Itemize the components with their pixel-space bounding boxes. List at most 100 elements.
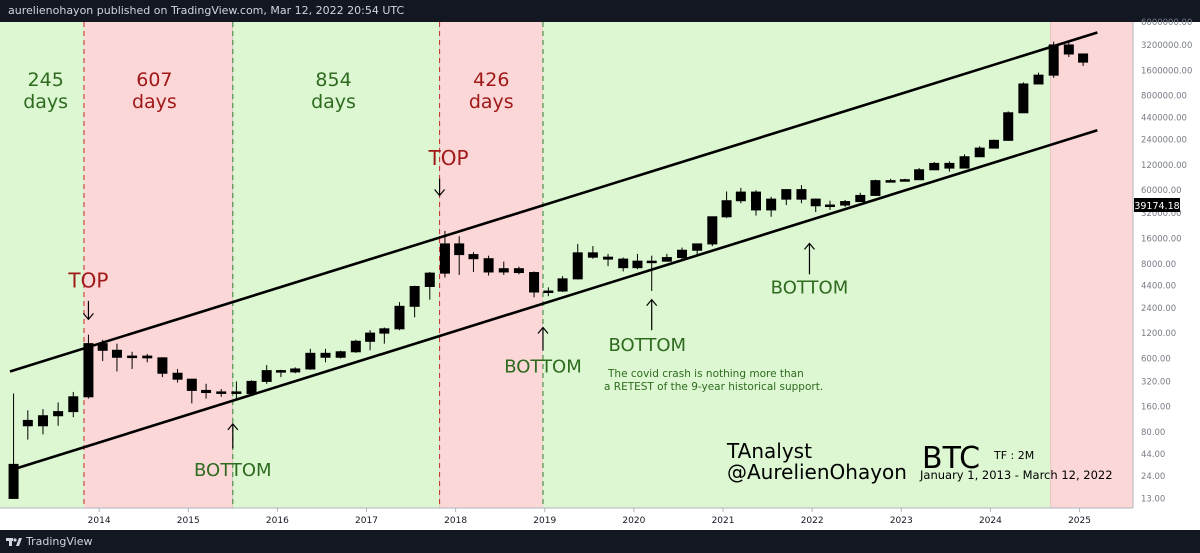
candle — [37, 409, 48, 435]
candle-body — [632, 260, 643, 269]
candle — [1018, 82, 1029, 114]
candle — [513, 266, 524, 275]
candle — [320, 348, 331, 363]
candle — [335, 350, 346, 359]
time-tick-label: 2014 — [88, 516, 111, 526]
candle — [557, 276, 568, 292]
footer-bar: TradingView — [0, 530, 1200, 553]
annotation-bottom: BOTTOM — [504, 356, 582, 377]
time-tick-label: 2016 — [266, 516, 289, 526]
candle — [409, 285, 420, 318]
candle-body — [172, 372, 183, 380]
candle-body — [275, 370, 286, 373]
arrow-head — [646, 298, 658, 307]
candle-body — [735, 191, 746, 202]
candle-body — [37, 415, 48, 427]
cycle-dividers — [83, 22, 544, 508]
candle-body — [439, 243, 450, 274]
price-tick-label: 240000.00 — [1141, 136, 1187, 146]
candle-body — [914, 169, 925, 181]
candle-body — [618, 258, 629, 269]
arrow-up — [646, 298, 658, 331]
candle-body — [246, 380, 257, 394]
time-tick-label: 2024 — [979, 516, 1002, 526]
cycle-days-number: 426 — [473, 69, 509, 91]
candle-body — [855, 194, 866, 203]
candle — [246, 380, 257, 396]
candle — [1033, 72, 1044, 85]
candle — [8, 393, 19, 499]
candle — [97, 339, 108, 361]
candle-body — [929, 162, 940, 171]
candle-body — [974, 147, 985, 158]
candle-body — [97, 343, 108, 351]
time-tick-label: 2018 — [444, 516, 467, 526]
candle — [677, 247, 688, 260]
candles — [8, 41, 1089, 499]
price-axis-area[interactable] — [1133, 22, 1200, 508]
time-tick-label: 2017 — [355, 516, 378, 526]
candle — [618, 257, 629, 272]
candle-body — [750, 191, 761, 211]
tradingview-logo[interactable]: TradingView — [6, 535, 92, 548]
price-axis: 6000000.00 3200000.00 1600000.00 800000.00 4… — [1141, 18, 1192, 504]
candle — [379, 327, 390, 344]
candle-body — [646, 260, 657, 264]
candle-body — [572, 252, 583, 280]
candle — [543, 287, 554, 297]
candle — [944, 161, 955, 172]
candle-body — [186, 378, 197, 391]
date-range-label: January 1, 2013 - March 12, 2022 — [919, 468, 1113, 482]
candle — [83, 334, 94, 399]
price-tick-label: 600.00 — [1141, 354, 1171, 364]
candle — [959, 154, 970, 169]
cycle-days-number: 854 — [315, 69, 351, 91]
time-axis-area[interactable] — [0, 508, 1200, 530]
channel-line-lower — [9, 128, 1098, 472]
candle-body — [498, 268, 509, 273]
price-tick-label: 800000.00 — [1141, 92, 1187, 102]
arrow-down — [434, 178, 446, 197]
price-tick-label: 1200.00 — [1141, 329, 1176, 339]
candle — [1003, 111, 1014, 141]
channel-line-upper — [9, 31, 1098, 373]
candle — [424, 271, 435, 300]
candle-body — [796, 189, 807, 200]
annotation-bottom: BOTTOM — [608, 335, 686, 356]
candle-body — [394, 305, 405, 330]
candle-body — [157, 357, 168, 374]
candle-body — [870, 180, 881, 196]
candle-body — [1003, 112, 1014, 141]
candle — [142, 353, 153, 363]
price-tick-label: 2400.00 — [1141, 304, 1176, 314]
candle-body — [587, 252, 598, 258]
candle — [781, 189, 792, 206]
candle-body — [810, 198, 821, 207]
annotation-top: TOP — [67, 268, 108, 292]
candle-body — [350, 340, 361, 353]
candle — [127, 351, 138, 369]
candle — [201, 383, 212, 399]
candle-body — [335, 351, 346, 358]
candle — [290, 367, 301, 374]
price-tick-label: 16000.00 — [1141, 235, 1182, 245]
candle — [824, 200, 835, 210]
price-tick-label: 3200000.00 — [1141, 41, 1192, 51]
candle — [632, 253, 643, 270]
candle — [661, 253, 672, 262]
time-tick-label: 2025 — [1068, 516, 1091, 526]
candle-body — [22, 419, 33, 427]
timeframe-label: TF : 2M — [993, 449, 1034, 462]
candle-body — [468, 254, 479, 260]
author-name: TAnalyst — [726, 439, 812, 463]
candle-body — [305, 352, 316, 370]
candle — [305, 348, 316, 370]
price-tick-label: 60000.00 — [1141, 186, 1182, 196]
arrow-head — [537, 326, 549, 334]
published-header: aurelienohayon published on TradingView.… — [0, 0, 1200, 22]
price-tick-label: 160.00 — [1141, 403, 1171, 413]
